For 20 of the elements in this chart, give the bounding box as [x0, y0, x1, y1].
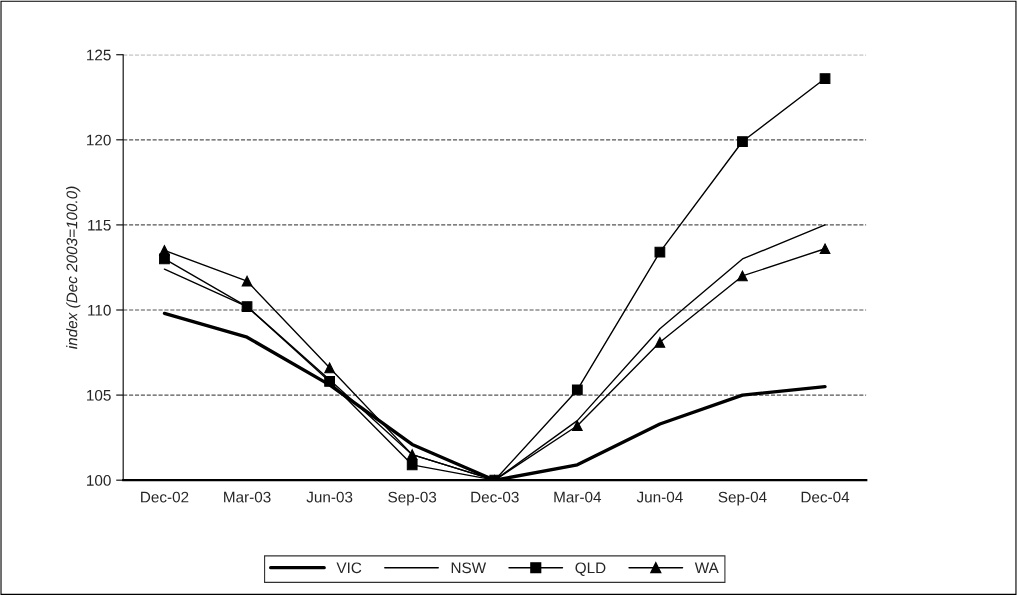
y-tick-label: 105 — [87, 389, 111, 401]
legend-label: QLD — [575, 562, 606, 576]
y-tick-label: 100 — [87, 475, 111, 486]
x-tick-label: Dec-04 — [801, 491, 850, 503]
y-tick-label: 115 — [88, 219, 111, 231]
legend-label: VIC — [336, 562, 362, 574]
y-tick-label: 110 — [88, 304, 111, 316]
y-axis-title: index (Dec 2003=100.0) — [66, 186, 81, 349]
x-tick-label: Dec-03 — [471, 491, 519, 503]
x-tick-label: Jun-03 — [306, 491, 353, 503]
x-tick-label: Sep-04 — [718, 491, 767, 506]
legend-label: WA — [694, 562, 719, 574]
y-tick-label: 120 — [87, 134, 111, 146]
x-tick-label: Jun-04 — [636, 491, 683, 503]
y-tick-label: 125 — [87, 49, 111, 61]
x-tick-label: Mar-03 — [224, 491, 271, 503]
legend-label: NSW — [451, 562, 487, 574]
x-tick-label: Mar-04 — [554, 491, 602, 503]
x-tick-label: Dec-02 — [141, 491, 189, 503]
x-tick-label: Sep-03 — [388, 491, 437, 506]
